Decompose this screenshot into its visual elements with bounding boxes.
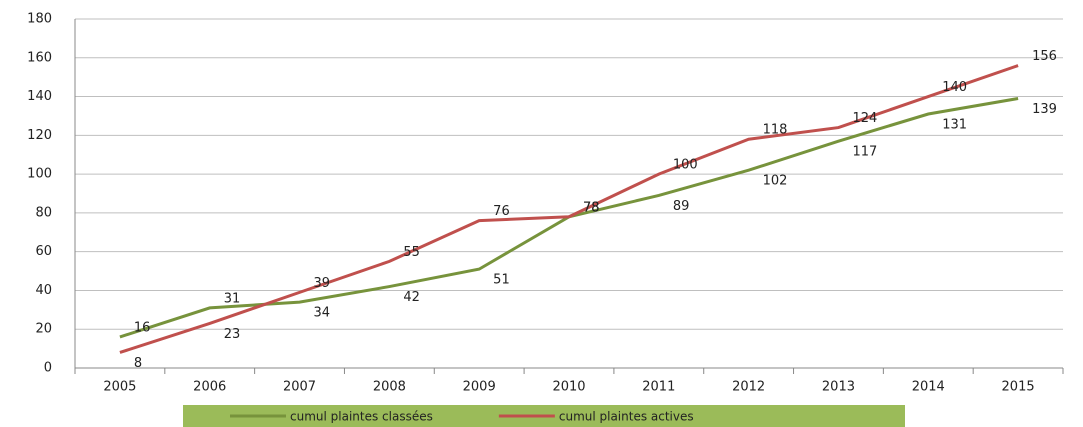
data-label: 139 <box>1032 102 1057 117</box>
x-tick-label: 2013 <box>822 380 855 395</box>
data-label: 16 <box>134 320 151 335</box>
data-label: 118 <box>763 123 788 138</box>
data-label: 55 <box>403 245 420 260</box>
y-tick-label: 180 <box>27 12 52 27</box>
y-tick-label: 100 <box>27 167 52 182</box>
data-label: 89 <box>673 199 690 214</box>
y-tick-label: 20 <box>35 322 52 337</box>
x-tick-label: 2011 <box>642 380 675 395</box>
x-tick-label: 2014 <box>912 380 945 395</box>
y-tick-label: 40 <box>35 283 52 298</box>
data-label: 31 <box>224 291 241 306</box>
data-label: 100 <box>673 158 698 173</box>
x-tick-label: 2009 <box>463 380 496 395</box>
data-label: 124 <box>852 111 877 126</box>
data-label: 76 <box>493 204 510 219</box>
y-tick-label: 120 <box>27 128 52 143</box>
data-label: 156 <box>1032 49 1057 64</box>
data-label: 51 <box>493 273 510 288</box>
series-line <box>119 64 1019 354</box>
x-tick-label: 2007 <box>283 380 316 395</box>
y-tick-label: 60 <box>35 244 52 259</box>
x-tick-label: 2005 <box>103 380 136 395</box>
x-tick-label: 2012 <box>732 380 765 395</box>
y-tick-label: 80 <box>35 205 52 220</box>
legend-label: cumul plaintes classées <box>290 410 433 424</box>
legend-label: cumul plaintes actives <box>559 410 694 424</box>
data-label: 78 <box>583 200 600 215</box>
data-label: 102 <box>763 174 788 189</box>
data-label: 8 <box>134 356 142 371</box>
legend: cumul plaintes classées cumul plaintes ac… <box>183 405 905 427</box>
data-label: 23 <box>224 327 241 342</box>
y-tick-label: 140 <box>27 89 52 104</box>
data-label: 117 <box>852 145 877 160</box>
x-tick-label: 2006 <box>193 380 226 395</box>
x-tick-label: 2010 <box>552 380 585 395</box>
data-label: 140 <box>942 80 967 95</box>
data-label: 78 <box>583 200 600 215</box>
data-label: 39 <box>314 276 331 291</box>
x-tick-label: 2015 <box>1002 380 1035 395</box>
data-label: 42 <box>403 290 420 305</box>
y-tick-label: 160 <box>27 50 52 65</box>
x-tick-label: 2008 <box>373 380 406 395</box>
data-label: 131 <box>942 118 967 133</box>
data-label: 34 <box>314 306 331 321</box>
y-tick-label: 0 <box>44 361 52 376</box>
